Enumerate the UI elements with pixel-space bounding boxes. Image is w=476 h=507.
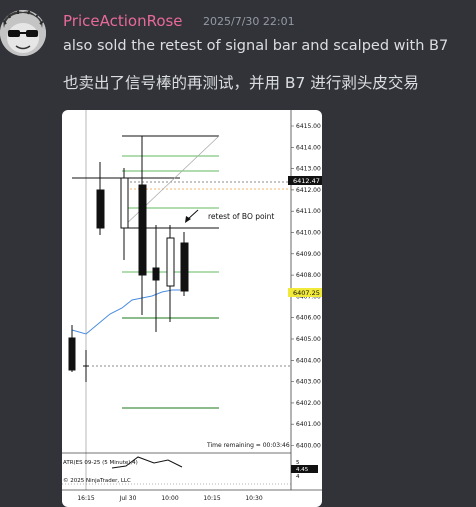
y-tick-label: 6403.00	[296, 379, 321, 386]
timestamp: 2025/7/30 22:01	[203, 15, 295, 28]
y-tick-label: 6401.00	[296, 421, 321, 428]
y-tick-label: 6408.00	[296, 272, 321, 279]
x-tick-label: 16:15	[77, 495, 94, 502]
price-marker-last: 6412.47	[293, 177, 320, 185]
message-text: also sold the retest of signal bar and s…	[63, 38, 449, 54]
y-tick-label: 6415.00	[296, 123, 321, 130]
y-tick-label: 6410.00	[296, 230, 321, 237]
user-avatar[interactable]	[0, 10, 46, 56]
indicator-tick-5: 5	[296, 460, 300, 466]
username[interactable]: PriceActionRose	[63, 12, 183, 30]
copyright: © 2025 NinjaTrader, LLC	[63, 477, 131, 484]
x-tick-label: 10:30	[245, 495, 262, 502]
y-tick-label: 6406.00	[296, 315, 321, 322]
x-tick-label: 10:15	[203, 495, 220, 502]
y-tick-label: 6411.00	[296, 208, 321, 215]
y-tick-label: 6405.00	[296, 336, 321, 343]
y-tick-label: 6413.00	[296, 166, 321, 173]
indicator-tick-4: 4	[296, 474, 300, 480]
x-tick-label: Jul 30	[119, 495, 137, 502]
x-tick-label: 10:00	[161, 495, 178, 502]
message-translation: 也卖出了信号棒的再测试，并用 B7 进行剥头皮交易	[63, 74, 419, 92]
chart-annotation: retest of BO point	[208, 212, 274, 221]
y-tick-label: 6409.00	[296, 251, 321, 258]
y-tick-label: 6414.00	[296, 144, 321, 151]
price-marker-current: 6407.25	[293, 289, 320, 297]
price-chart: 6415.00 6414.00 6413.00 6412.00 6411.00 6410.…	[62, 110, 322, 502]
y-tick-label: 6402.00	[296, 400, 321, 407]
y-tick-label: 6412.00	[296, 187, 321, 194]
time-remaining: Time remaining = 00:03:46	[206, 442, 290, 449]
y-tick-label: 6400.00	[296, 443, 321, 450]
indicator-value: 4.45	[296, 467, 309, 473]
avatar-face-icon	[0, 10, 46, 56]
y-tick-label: 6404.00	[296, 357, 321, 364]
indicator-label: ATR(ES 09-25 (5 Minute),4)	[63, 460, 138, 466]
chart-image-attachment[interactable]: 6415.00 6414.00 6413.00 6412.00 6411.00 6410.…	[62, 110, 322, 507]
